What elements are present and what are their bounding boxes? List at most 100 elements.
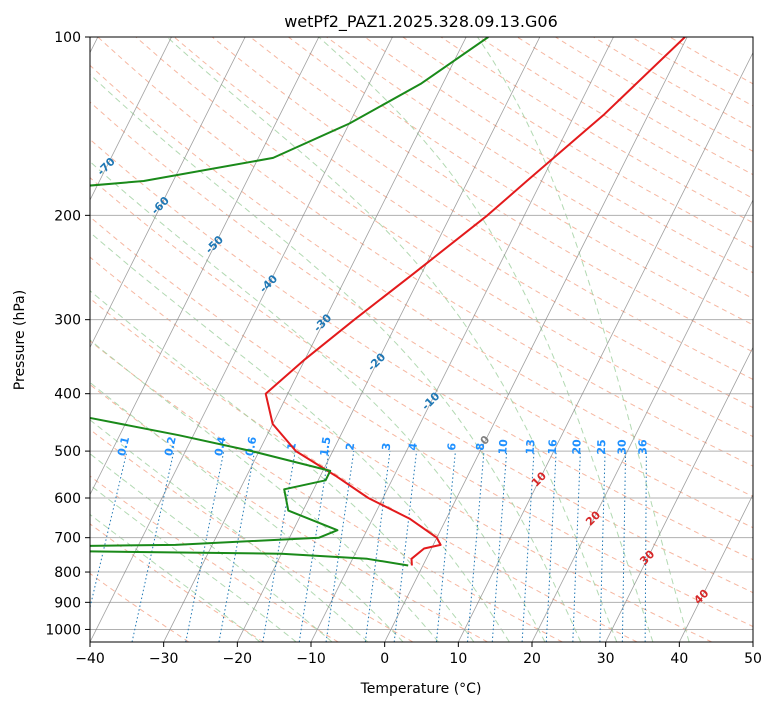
- moist-adiabat-line: [90, 453, 333, 642]
- y-tick-label: 600: [54, 491, 81, 507]
- isotherm-label: -20: [365, 350, 388, 373]
- mixing-ratio-line: [185, 451, 225, 642]
- isotherm-line: [384, 37, 688, 642]
- isotherm-label: -40: [257, 272, 280, 295]
- plot-frame: [89, 36, 754, 643]
- moist-adiabat-line: [90, 513, 261, 642]
- mixing-ratio-label: 36: [636, 439, 649, 455]
- moist-adiabat-line: [90, 419, 369, 642]
- y-tick-label: 900: [54, 595, 81, 611]
- dry-adiabat-line: [90, 383, 488, 642]
- isotherms: [90, 37, 753, 642]
- isotherm-label: -70: [95, 155, 118, 178]
- isotherm-line: [90, 37, 246, 349]
- moist-adiabat-line: [90, 73, 582, 642]
- y-tick-label: 1000: [45, 622, 81, 638]
- mixing-ratio-label: 0.4: [212, 435, 229, 457]
- mixing-ratio-label: 20: [570, 439, 584, 455]
- isotherm-line: [310, 37, 614, 642]
- x-axis-ticks: −40 −30 −20 −10 0 10 20 30 40 50: [75, 642, 762, 667]
- mixing-ratio-label: 10: [496, 438, 510, 455]
- dry-adiabat-line: [90, 475, 339, 642]
- moist-adiabat-line: [90, 339, 439, 642]
- y-tick-label: 700: [54, 531, 81, 547]
- mixing-ratio-line: [298, 451, 330, 642]
- mixing-ratio-line: [325, 451, 355, 642]
- isotherm-label: -80: [40, 116, 63, 139]
- x-axis-label: Temperature (°C): [360, 681, 482, 697]
- dry-adiabat-line: [90, 572, 190, 642]
- mixing-ratio-label: 1.5: [318, 436, 334, 457]
- moist-adiabat-line: [90, 160, 546, 642]
- isotherm-line: [752, 641, 753, 642]
- moist-adiabats: [90, 37, 690, 642]
- dry-adiabat-line: [90, 64, 753, 498]
- isotherm-line: [90, 37, 393, 642]
- dry-adiabat-line: [90, 297, 638, 642]
- mixing-ratio-label: 8: [474, 442, 488, 451]
- mixing-ratio-label: 2: [343, 442, 357, 451]
- moist-adiabat-line: [90, 484, 297, 642]
- moist-adiabat-line: [166, 37, 618, 642]
- dry-adiabat-line: [288, 37, 753, 326]
- mixing-ratio-label: 4: [406, 442, 420, 451]
- dry-adiabat-line: [669, 37, 753, 85]
- isotherm-line: [457, 51, 753, 642]
- isotherm-label: -60: [149, 194, 172, 217]
- mixing-ratio-line: [364, 451, 391, 642]
- isotherm-label: 10: [529, 469, 549, 489]
- isotherm-line: [236, 37, 541, 642]
- dry-adiabat-line: [326, 37, 753, 300]
- x-tick-label: 10: [449, 651, 467, 667]
- mixing-ratio-label: 0.2: [162, 435, 179, 457]
- y-tick-label: 300: [54, 313, 81, 329]
- mixing-ratio-label: 25: [595, 439, 608, 455]
- isotherm-line: [531, 199, 753, 642]
- y-axis-ticks: 100 200 300 400 500 600 700 800 900 1000: [45, 30, 90, 638]
- x-tick-label: 0: [380, 651, 389, 667]
- x-tick-label: −30: [149, 651, 179, 667]
- dry-adiabat-line: [90, 101, 753, 529]
- x-tick-label: −20: [223, 651, 253, 667]
- x-tick-label: −40: [75, 651, 105, 667]
- isotherm-line: [678, 493, 753, 642]
- mixing-ratio-line: [599, 451, 606, 642]
- moist-adiabat-line: [477, 37, 690, 642]
- mixing-ratio-label: 13: [524, 439, 538, 455]
- mixing-ratio-line: [393, 451, 418, 642]
- x-tick-label: 50: [744, 651, 762, 667]
- moist-adiabat-line: [90, 381, 404, 642]
- plot-area: -100-90-80-70-60-50-40-30-20-10010203040…: [40, 37, 753, 642]
- pressure-gridlines: [90, 37, 753, 630]
- dry-adiabat-line: [90, 256, 712, 642]
- y-tick-label: 200: [54, 208, 81, 224]
- y-tick-label: 100: [54, 30, 81, 46]
- isotherm-label: 40: [691, 587, 711, 607]
- chart-title: wetPf2_PAZ1.2025.328.09.13.G06: [284, 12, 558, 32]
- dry-adiabat-line: [593, 37, 753, 129]
- sounding-series: [90, 37, 686, 567]
- dry-adiabat-line: [90, 176, 753, 594]
- dry-adiabat-line: [90, 428, 414, 642]
- x-tick-label: 20: [523, 651, 541, 667]
- mixing-ratio-line: [262, 451, 296, 642]
- x-tick-label: 40: [670, 651, 688, 667]
- dry-adiabat-line: [90, 340, 563, 642]
- isotherm-label: 30: [637, 547, 657, 567]
- dry-adiabat-line: [90, 138, 753, 561]
- dry-adiabat-line: [135, 37, 753, 438]
- x-tick-label: 30: [597, 651, 615, 667]
- moist-adiabat-line: [318, 37, 654, 642]
- moist-adiabat-line: [90, 290, 475, 642]
- isotherm-line: [90, 37, 320, 496]
- y-tick-label: 500: [54, 444, 81, 460]
- mixing-ratio-line: [644, 451, 647, 642]
- dry-adiabat-line: [211, 37, 753, 380]
- mixing-ratio-label: 0.1: [115, 435, 132, 457]
- dry-adiabat-line: [478, 37, 753, 199]
- mixing-ratio-line: [491, 451, 508, 642]
- y-tick-label: 800: [54, 565, 81, 581]
- temperature-profile-line: [264, 37, 686, 566]
- y-axis-label: Pressure (hPa): [12, 290, 28, 390]
